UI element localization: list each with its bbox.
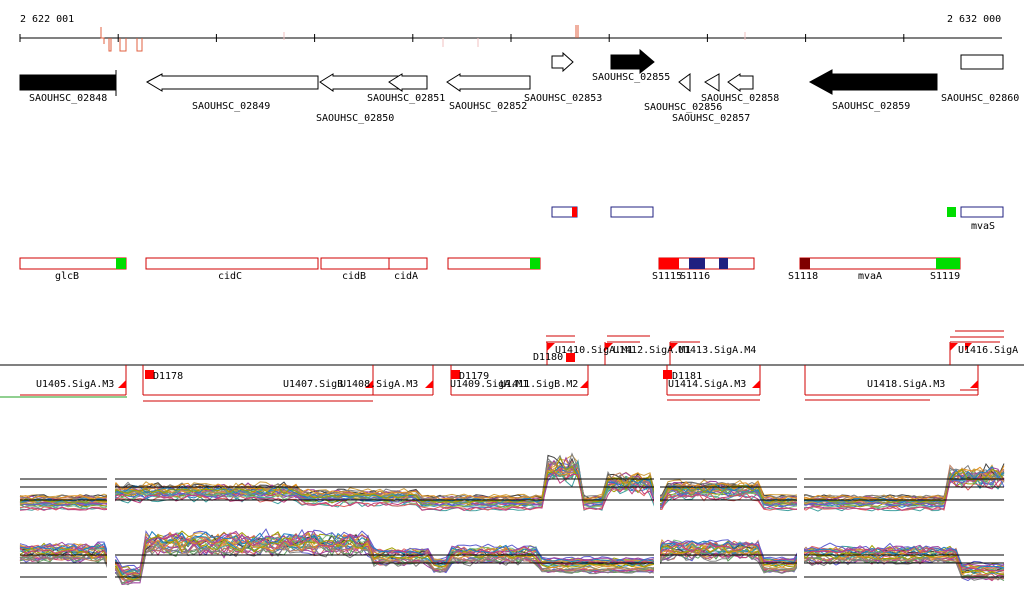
annotation-box[interactable] xyxy=(19,257,127,270)
feature-box-row: mvaS xyxy=(551,206,1004,232)
segment-label: S1116 xyxy=(680,271,710,282)
annotation-fill xyxy=(936,258,960,269)
segment-label: S1118 xyxy=(788,271,818,282)
ruler-marks xyxy=(100,25,746,52)
expression-panel-top xyxy=(19,452,1005,512)
gene-arrow[interactable] xyxy=(145,73,319,92)
annotation-fill xyxy=(530,258,540,269)
feature-label: D1178 xyxy=(153,371,183,382)
annotation-label: cidC xyxy=(218,271,242,282)
expression-trace xyxy=(19,530,1005,572)
gene-label: SAOUHSC_02851 xyxy=(367,93,445,104)
expression-traces xyxy=(19,452,1005,512)
annotation-track: glcB cidC cidB cidA mvaA S1115 S1116 S11… xyxy=(19,257,961,282)
feature-label: D1181 xyxy=(672,371,702,382)
gene-arrow[interactable] xyxy=(808,69,938,95)
coordinate-ruler: 2 622 001 2 632 000 xyxy=(19,14,1002,52)
promoter-track: U1405.SigA.M3 D1178 U1407.SigB U1408.Sig… xyxy=(0,330,1024,402)
feature-label: U1408.SigA.M3 xyxy=(340,379,418,390)
panel-gaps xyxy=(107,440,804,611)
gene-arrow[interactable] xyxy=(446,73,531,92)
expression-trace xyxy=(19,469,1005,507)
expression-traces xyxy=(19,528,1005,586)
gene-box[interactable] xyxy=(960,54,1004,70)
gene-labels: SAOUHSC_02848 SAOUHSC_02849 SAOUHSC_0285… xyxy=(29,72,1019,124)
promoter-labels: U1405.SigA.M3 D1178 U1407.SigB U1408.Sig… xyxy=(36,345,1018,390)
annotation-label: cidA xyxy=(394,271,418,282)
gene-arrow[interactable] xyxy=(551,51,574,73)
expression-trace xyxy=(19,465,1005,500)
annotation-box[interactable] xyxy=(447,257,541,270)
annotation-fill xyxy=(719,258,728,269)
gene-label: SAOUHSC_02849 xyxy=(192,101,270,112)
gene-label: SAOUHSC_02858 xyxy=(701,93,779,104)
feature-label: U1414.SigA.M3 xyxy=(668,379,746,390)
feature-label: U1409.SigA.M1 xyxy=(450,379,528,390)
ruler-ticks xyxy=(19,34,905,42)
feature-label: U1413.SigA.M4 xyxy=(678,345,756,356)
coord-end-label: 2 632 000 xyxy=(947,14,1001,25)
feature-label: D1180 xyxy=(533,352,563,363)
segment-label: S1115 xyxy=(652,271,682,282)
feature-label: U1416.SigA xyxy=(958,345,1018,356)
feature-box-fill xyxy=(572,207,577,217)
gene-arrow[interactable] xyxy=(727,73,754,92)
feature-label: U1407.SigB xyxy=(283,379,343,390)
annotation-box[interactable] xyxy=(320,257,390,270)
gene-arrow[interactable] xyxy=(610,48,655,75)
coord-start-label: 2 622 001 xyxy=(20,14,74,25)
annotation-label: mvaA xyxy=(858,271,882,282)
annotation-box[interactable] xyxy=(145,257,319,270)
feature-lines xyxy=(20,330,1004,402)
annotation-label: glcB xyxy=(55,271,79,282)
gene-label: SAOUHSC_02853 xyxy=(524,93,602,104)
promoter-flags xyxy=(118,343,978,388)
expression-panel-bottom xyxy=(19,528,1005,586)
feature-box-fill xyxy=(947,207,956,217)
feature-label: U1410.SigA.M1 xyxy=(555,345,633,356)
gene-label: SAOUHSC_02852 xyxy=(449,101,527,112)
gene-arrow[interactable] xyxy=(388,73,428,92)
annotation-fill xyxy=(659,258,679,269)
feature-label: U1412.SigA.M1 xyxy=(613,345,691,356)
feature-label: D1179 xyxy=(459,371,489,382)
gene-label: SAOUHSC_02860 xyxy=(941,93,1019,104)
gene-label: SAOUHSC_02859 xyxy=(832,101,910,112)
expression-trace xyxy=(19,537,1005,580)
annotation-fill xyxy=(800,258,810,269)
gene-arrow[interactable] xyxy=(678,73,691,93)
annotation-fill xyxy=(689,258,705,269)
gene-label: SAOUHSC_02856 xyxy=(644,102,722,113)
feature-label: U1418.SigA.M3 xyxy=(867,379,945,390)
annotation-box[interactable] xyxy=(388,257,428,270)
gene-label: SAOUHSC_02848 xyxy=(29,93,107,104)
gene-label: SAOUHSC_02857 xyxy=(672,113,750,124)
gene-arrow[interactable] xyxy=(19,70,117,96)
expression-trace xyxy=(19,471,1005,511)
expression-trace xyxy=(19,462,1005,509)
gene-track xyxy=(19,48,1004,96)
expression-trace xyxy=(19,539,1005,581)
feature-label: U1405.SigA.M3 xyxy=(36,379,114,390)
annotation-label: cidB xyxy=(342,271,366,282)
feature-box[interactable] xyxy=(960,206,1004,218)
gene-label: SAOUHSC_02850 xyxy=(316,113,394,124)
annotation-label: mvaS xyxy=(971,221,995,232)
segment-label: S1119 xyxy=(930,271,960,282)
gene-label: SAOUHSC_02855 xyxy=(592,72,670,83)
gene-arrow[interactable] xyxy=(704,73,720,92)
annotation-fill xyxy=(116,258,126,269)
feature-label: U1411.SigB.M2 xyxy=(500,379,578,390)
feature-box[interactable] xyxy=(610,206,654,218)
